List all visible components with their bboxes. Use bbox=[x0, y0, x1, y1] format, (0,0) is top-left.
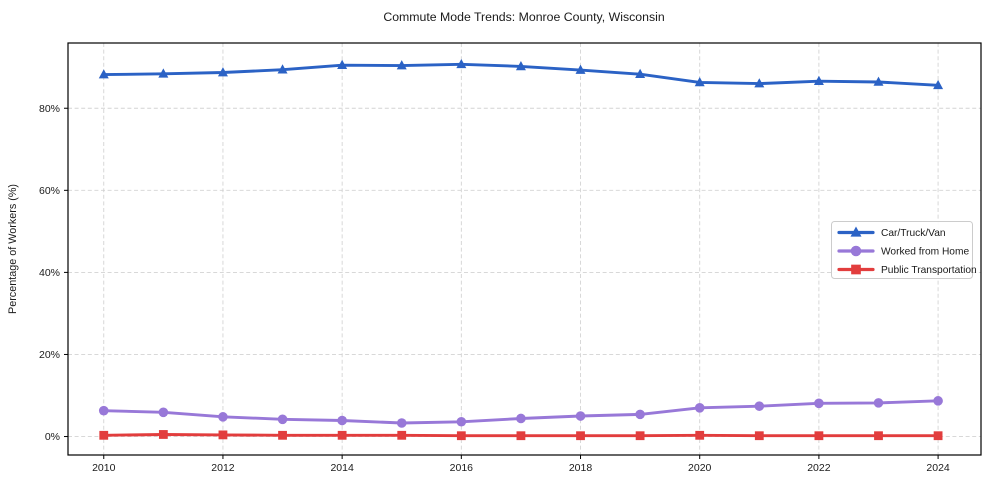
series-public-transportation bbox=[99, 430, 943, 441]
y-tick-label: 40% bbox=[39, 267, 60, 279]
legend-sample-marker-triangle bbox=[850, 226, 862, 237]
x-tick-label: 2018 bbox=[569, 462, 593, 474]
data-point-circle bbox=[158, 407, 169, 418]
legend: Car/Truck/Van Worked from Home Public Tr… bbox=[831, 221, 977, 279]
data-point-triangle bbox=[635, 68, 646, 78]
legend-sample-marker-circle bbox=[850, 245, 862, 257]
data-point-square bbox=[278, 430, 287, 440]
legend-sample-marker-square bbox=[851, 264, 861, 275]
data-point-square bbox=[99, 430, 109, 440]
data-point-triangle bbox=[277, 64, 288, 74]
data-point-triangle bbox=[933, 79, 944, 90]
data-point-circle bbox=[396, 418, 407, 428]
data-point-square bbox=[933, 431, 943, 441]
data-point-triangle bbox=[754, 78, 765, 88]
data-point-square bbox=[695, 430, 705, 440]
x-tick-label: 2010 bbox=[92, 462, 116, 474]
data-point-triangle bbox=[396, 60, 407, 70]
series-lines bbox=[98, 58, 944, 441]
y-tick-label: 60% bbox=[39, 185, 60, 197]
axis-tick-labels: 2010 2012 2014 2016 2018 2020 2022 2024 0% 20% 40%… bbox=[39, 103, 950, 474]
legend-box bbox=[831, 221, 973, 279]
legend-samples bbox=[837, 226, 875, 275]
axis-ticks bbox=[64, 107, 939, 459]
data-point-circle bbox=[694, 403, 705, 413]
data-point-square bbox=[158, 430, 168, 439]
data-point-square bbox=[635, 431, 645, 441]
data-point-square bbox=[337, 430, 347, 440]
data-point-triangle bbox=[217, 67, 228, 77]
legend-label-public-transportation: Public Transportation bbox=[881, 265, 977, 276]
y-tick-label: 80% bbox=[39, 103, 60, 115]
series-worked-from-home bbox=[98, 396, 943, 428]
data-point-square bbox=[218, 430, 228, 440]
data-point-square bbox=[397, 430, 407, 440]
data-point-circle bbox=[635, 409, 645, 420]
data-point-circle bbox=[873, 398, 884, 408]
data-point-circle bbox=[516, 413, 526, 424]
x-tick-label: 2016 bbox=[450, 462, 474, 474]
data-point-triangle bbox=[98, 69, 109, 79]
data-point-triangle bbox=[456, 58, 467, 69]
y-tick-label: 20% bbox=[39, 349, 60, 361]
data-point-triangle bbox=[694, 76, 705, 87]
data-point-circle bbox=[98, 405, 109, 416]
data-point-circle bbox=[277, 414, 288, 425]
series-car-truck-van bbox=[98, 58, 944, 90]
x-tick-label: 2014 bbox=[330, 462, 354, 474]
data-point-square bbox=[754, 431, 764, 441]
y-tick-label: 0% bbox=[45, 431, 60, 443]
data-point-square bbox=[874, 431, 883, 441]
y-axis-label: Percentage of Workers (%) bbox=[7, 184, 19, 314]
data-point-triangle bbox=[813, 75, 824, 85]
data-point-square bbox=[456, 431, 466, 441]
x-tick-label: 2024 bbox=[926, 462, 950, 474]
data-point-circle bbox=[933, 396, 943, 406]
plot-border bbox=[67, 42, 982, 456]
legend-label-worked-from-home: Worked from Home bbox=[881, 247, 969, 258]
chart-title: Commute Mode Trends: Monroe County, Wisc… bbox=[383, 10, 665, 24]
data-point-circle bbox=[456, 416, 467, 427]
data-point-triangle bbox=[158, 68, 169, 78]
data-point-square bbox=[516, 431, 526, 441]
x-tick-label: 2020 bbox=[688, 462, 712, 474]
data-point-circle bbox=[337, 415, 347, 426]
data-point-triangle bbox=[575, 64, 586, 74]
data-point-triangle bbox=[873, 76, 884, 86]
data-point-square bbox=[576, 431, 585, 441]
data-point-triangle bbox=[515, 60, 526, 71]
data-point-circle bbox=[218, 412, 228, 422]
x-tick-label: 2012 bbox=[211, 462, 235, 474]
legend-label-car-truck-van: Car/Truck/Van bbox=[881, 228, 946, 239]
x-tick-label: 2022 bbox=[807, 462, 831, 474]
data-point-circle bbox=[575, 411, 586, 421]
data-point-square bbox=[814, 431, 824, 441]
data-point-circle bbox=[754, 401, 765, 411]
data-point-triangle bbox=[337, 59, 348, 69]
data-point-circle bbox=[814, 398, 824, 409]
